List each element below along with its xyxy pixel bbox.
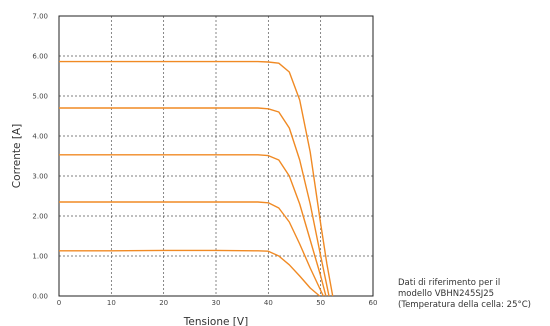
x-tick-label: 40 bbox=[264, 299, 273, 307]
y-tick-label: 2.00 bbox=[32, 213, 48, 221]
iv-curve-line bbox=[59, 107, 330, 297]
iv-curve-line bbox=[59, 201, 324, 297]
y-axis-label: Corrente [A] bbox=[11, 124, 23, 188]
x-tick-labels: 0 10 20 30 40 50 60 bbox=[57, 299, 378, 307]
y-tick-label: 4.00 bbox=[32, 133, 48, 141]
x-tick-label: 30 bbox=[212, 299, 221, 307]
y-tick-label: 7.00 bbox=[32, 13, 48, 21]
x-axis-label: Tensione [V] bbox=[183, 316, 248, 326]
reference-note: Dati di riferimento per il modello VBHN2… bbox=[398, 278, 531, 311]
note-line-2: modello VBHN245SJ25 bbox=[398, 289, 495, 299]
y-tick-label: 5.00 bbox=[32, 93, 48, 101]
y-tick-labels: 0.00 1.00 2.00 3.00 4.00 5.00 6.00 7.00 bbox=[32, 13, 48, 301]
x-tick-label: 50 bbox=[316, 299, 325, 307]
note-line-3: (Temperatura della cella: 25°C) bbox=[398, 300, 532, 310]
x-tick-label: 10 bbox=[107, 299, 116, 307]
plot-frame bbox=[58, 15, 374, 297]
x-tick-label: 0 bbox=[57, 299, 61, 307]
iv-curve-line bbox=[59, 249, 321, 297]
y-tick-label: 1.00 bbox=[32, 253, 48, 261]
iv-curve-line bbox=[59, 154, 327, 297]
series-group bbox=[59, 60, 334, 297]
x-tick-label: 60 bbox=[369, 299, 378, 307]
y-tick-label: 0.00 bbox=[32, 293, 48, 301]
iv-curve-line bbox=[59, 60, 334, 297]
x-tick-label: 20 bbox=[159, 299, 168, 307]
y-tick-label: 6.00 bbox=[32, 53, 48, 61]
note-line-1: Dati di riferimento per il bbox=[398, 278, 501, 288]
y-tick-label: 3.00 bbox=[32, 173, 48, 181]
